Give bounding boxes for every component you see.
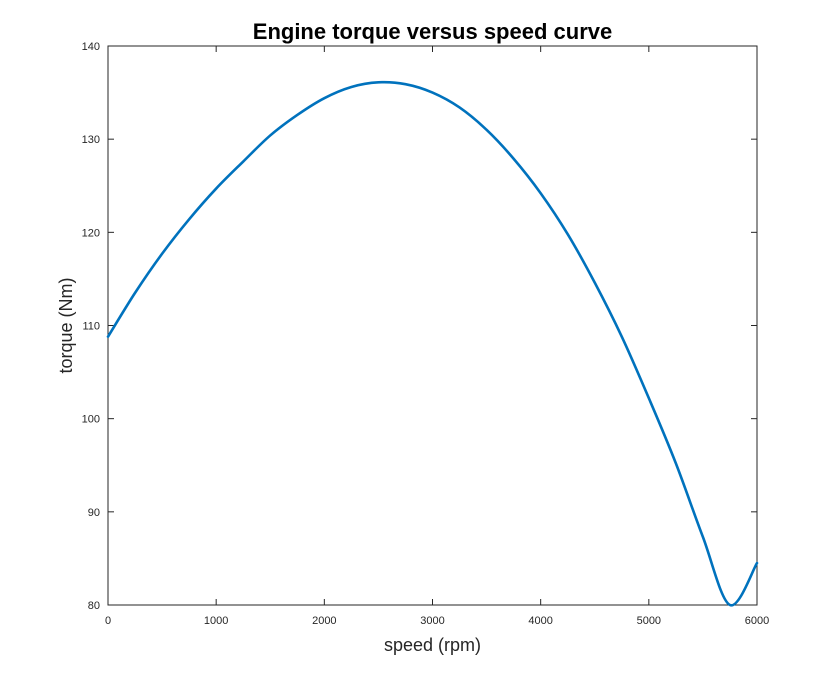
x-tick-label: 3000 <box>420 615 444 627</box>
y-tick-label: 130 <box>82 134 100 146</box>
y-tick-label: 80 <box>88 600 100 612</box>
y-tick-label: 120 <box>82 227 100 239</box>
x-tick-label: 2000 <box>312 615 336 627</box>
y-tick-label: 90 <box>88 507 100 519</box>
x-tick-label: 5000 <box>637 615 661 627</box>
y-tick-label: 100 <box>82 414 100 426</box>
y-tick-label: 110 <box>82 321 100 333</box>
x-tick-label: 4000 <box>528 615 552 627</box>
y-axis-label: torque (Nm) <box>56 277 76 373</box>
series-layer <box>106 80 759 607</box>
x-tick-label: 1000 <box>204 615 228 627</box>
x-axis-label: speed (rpm) <box>384 635 481 655</box>
y-tick-label: 140 <box>82 41 100 53</box>
plot-area <box>107 45 758 606</box>
chart-title: Engine torque versus speed curve <box>253 19 612 44</box>
x-tick-label: 6000 <box>745 615 769 627</box>
x-axis: 0 1000 2000 3000 4000 5000 6000 <box>105 46 769 627</box>
x-tick-label: 0 <box>105 615 111 627</box>
y-axis: 80 90 100 110 120 130 140 <box>82 41 757 612</box>
torque-curve <box>106 80 759 607</box>
